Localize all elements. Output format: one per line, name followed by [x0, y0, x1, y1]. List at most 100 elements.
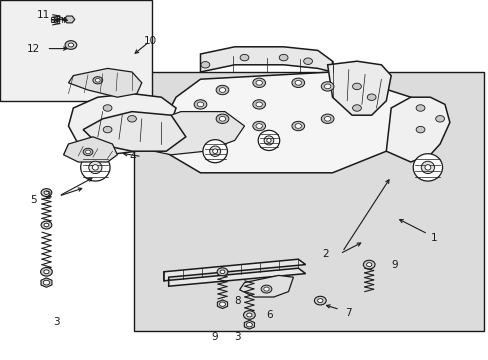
Text: 3: 3	[53, 317, 60, 327]
Polygon shape	[68, 68, 142, 97]
Circle shape	[219, 302, 225, 306]
Circle shape	[415, 105, 424, 111]
Polygon shape	[63, 137, 117, 162]
Circle shape	[243, 311, 255, 319]
Circle shape	[261, 285, 271, 293]
Ellipse shape	[424, 165, 430, 170]
Polygon shape	[83, 112, 185, 151]
Ellipse shape	[264, 136, 273, 145]
Circle shape	[246, 313, 251, 317]
Ellipse shape	[81, 154, 110, 181]
Text: 9: 9	[390, 260, 397, 270]
Circle shape	[103, 126, 112, 133]
Circle shape	[295, 81, 301, 85]
Circle shape	[256, 81, 262, 85]
Circle shape	[194, 100, 206, 109]
Polygon shape	[200, 47, 332, 72]
Circle shape	[324, 117, 330, 121]
Circle shape	[252, 78, 265, 87]
Ellipse shape	[92, 165, 98, 170]
Circle shape	[366, 94, 375, 100]
Circle shape	[44, 191, 49, 194]
Text: 4: 4	[129, 152, 136, 162]
Text: 10: 10	[144, 36, 157, 46]
Circle shape	[279, 54, 287, 61]
Circle shape	[291, 121, 304, 131]
Ellipse shape	[203, 140, 227, 163]
Text: 3: 3	[233, 332, 240, 342]
Circle shape	[256, 124, 262, 129]
Text: 2: 2	[322, 249, 329, 259]
Circle shape	[219, 117, 225, 121]
Circle shape	[321, 82, 333, 91]
Circle shape	[41, 267, 52, 276]
Circle shape	[363, 260, 374, 269]
Ellipse shape	[412, 154, 442, 181]
Polygon shape	[217, 300, 227, 309]
Circle shape	[240, 54, 248, 61]
Circle shape	[219, 88, 225, 93]
Circle shape	[127, 116, 136, 122]
Polygon shape	[386, 97, 449, 162]
Circle shape	[321, 114, 333, 123]
Circle shape	[68, 43, 73, 47]
Circle shape	[95, 78, 100, 82]
Text: 7: 7	[344, 308, 351, 318]
Bar	[0, 0, 151, 101]
Circle shape	[220, 270, 224, 274]
Circle shape	[264, 287, 269, 291]
Text: 11: 11	[37, 10, 50, 20]
Circle shape	[435, 116, 444, 122]
Text: 8: 8	[234, 296, 241, 306]
Text: 12: 12	[27, 44, 40, 54]
Circle shape	[43, 280, 50, 285]
Polygon shape	[68, 94, 176, 155]
Circle shape	[197, 102, 203, 107]
Polygon shape	[244, 320, 254, 329]
Circle shape	[217, 268, 227, 276]
Circle shape	[252, 100, 265, 109]
Circle shape	[44, 223, 49, 227]
Polygon shape	[151, 72, 410, 173]
Ellipse shape	[212, 149, 217, 153]
Circle shape	[103, 105, 112, 111]
Ellipse shape	[258, 130, 279, 150]
Ellipse shape	[209, 146, 220, 156]
Circle shape	[216, 85, 228, 95]
Circle shape	[41, 221, 52, 229]
Circle shape	[44, 270, 49, 274]
Text: 1: 1	[429, 233, 436, 243]
Circle shape	[303, 58, 312, 64]
Circle shape	[317, 299, 322, 302]
Circle shape	[252, 121, 265, 131]
Text: 5: 5	[30, 195, 37, 205]
Text: 9: 9	[211, 332, 218, 342]
Polygon shape	[137, 112, 244, 155]
Circle shape	[366, 263, 371, 266]
Polygon shape	[327, 61, 390, 115]
Circle shape	[201, 62, 209, 68]
Text: 6: 6	[266, 310, 273, 320]
Polygon shape	[41, 278, 52, 287]
Circle shape	[41, 189, 52, 197]
Circle shape	[246, 323, 252, 327]
Circle shape	[65, 41, 77, 49]
Circle shape	[83, 148, 93, 156]
Circle shape	[291, 78, 304, 87]
Circle shape	[93, 77, 102, 84]
Polygon shape	[163, 259, 305, 286]
Polygon shape	[239, 275, 293, 297]
Polygon shape	[64, 16, 75, 23]
Circle shape	[352, 83, 361, 90]
Ellipse shape	[421, 161, 433, 174]
Circle shape	[216, 114, 228, 123]
Circle shape	[85, 150, 90, 154]
Text: 2: 2	[44, 191, 51, 201]
Circle shape	[314, 296, 325, 305]
Circle shape	[415, 126, 424, 133]
Circle shape	[295, 124, 301, 129]
Circle shape	[324, 84, 330, 89]
Ellipse shape	[89, 161, 102, 174]
Bar	[134, 72, 483, 331]
Circle shape	[352, 105, 361, 111]
